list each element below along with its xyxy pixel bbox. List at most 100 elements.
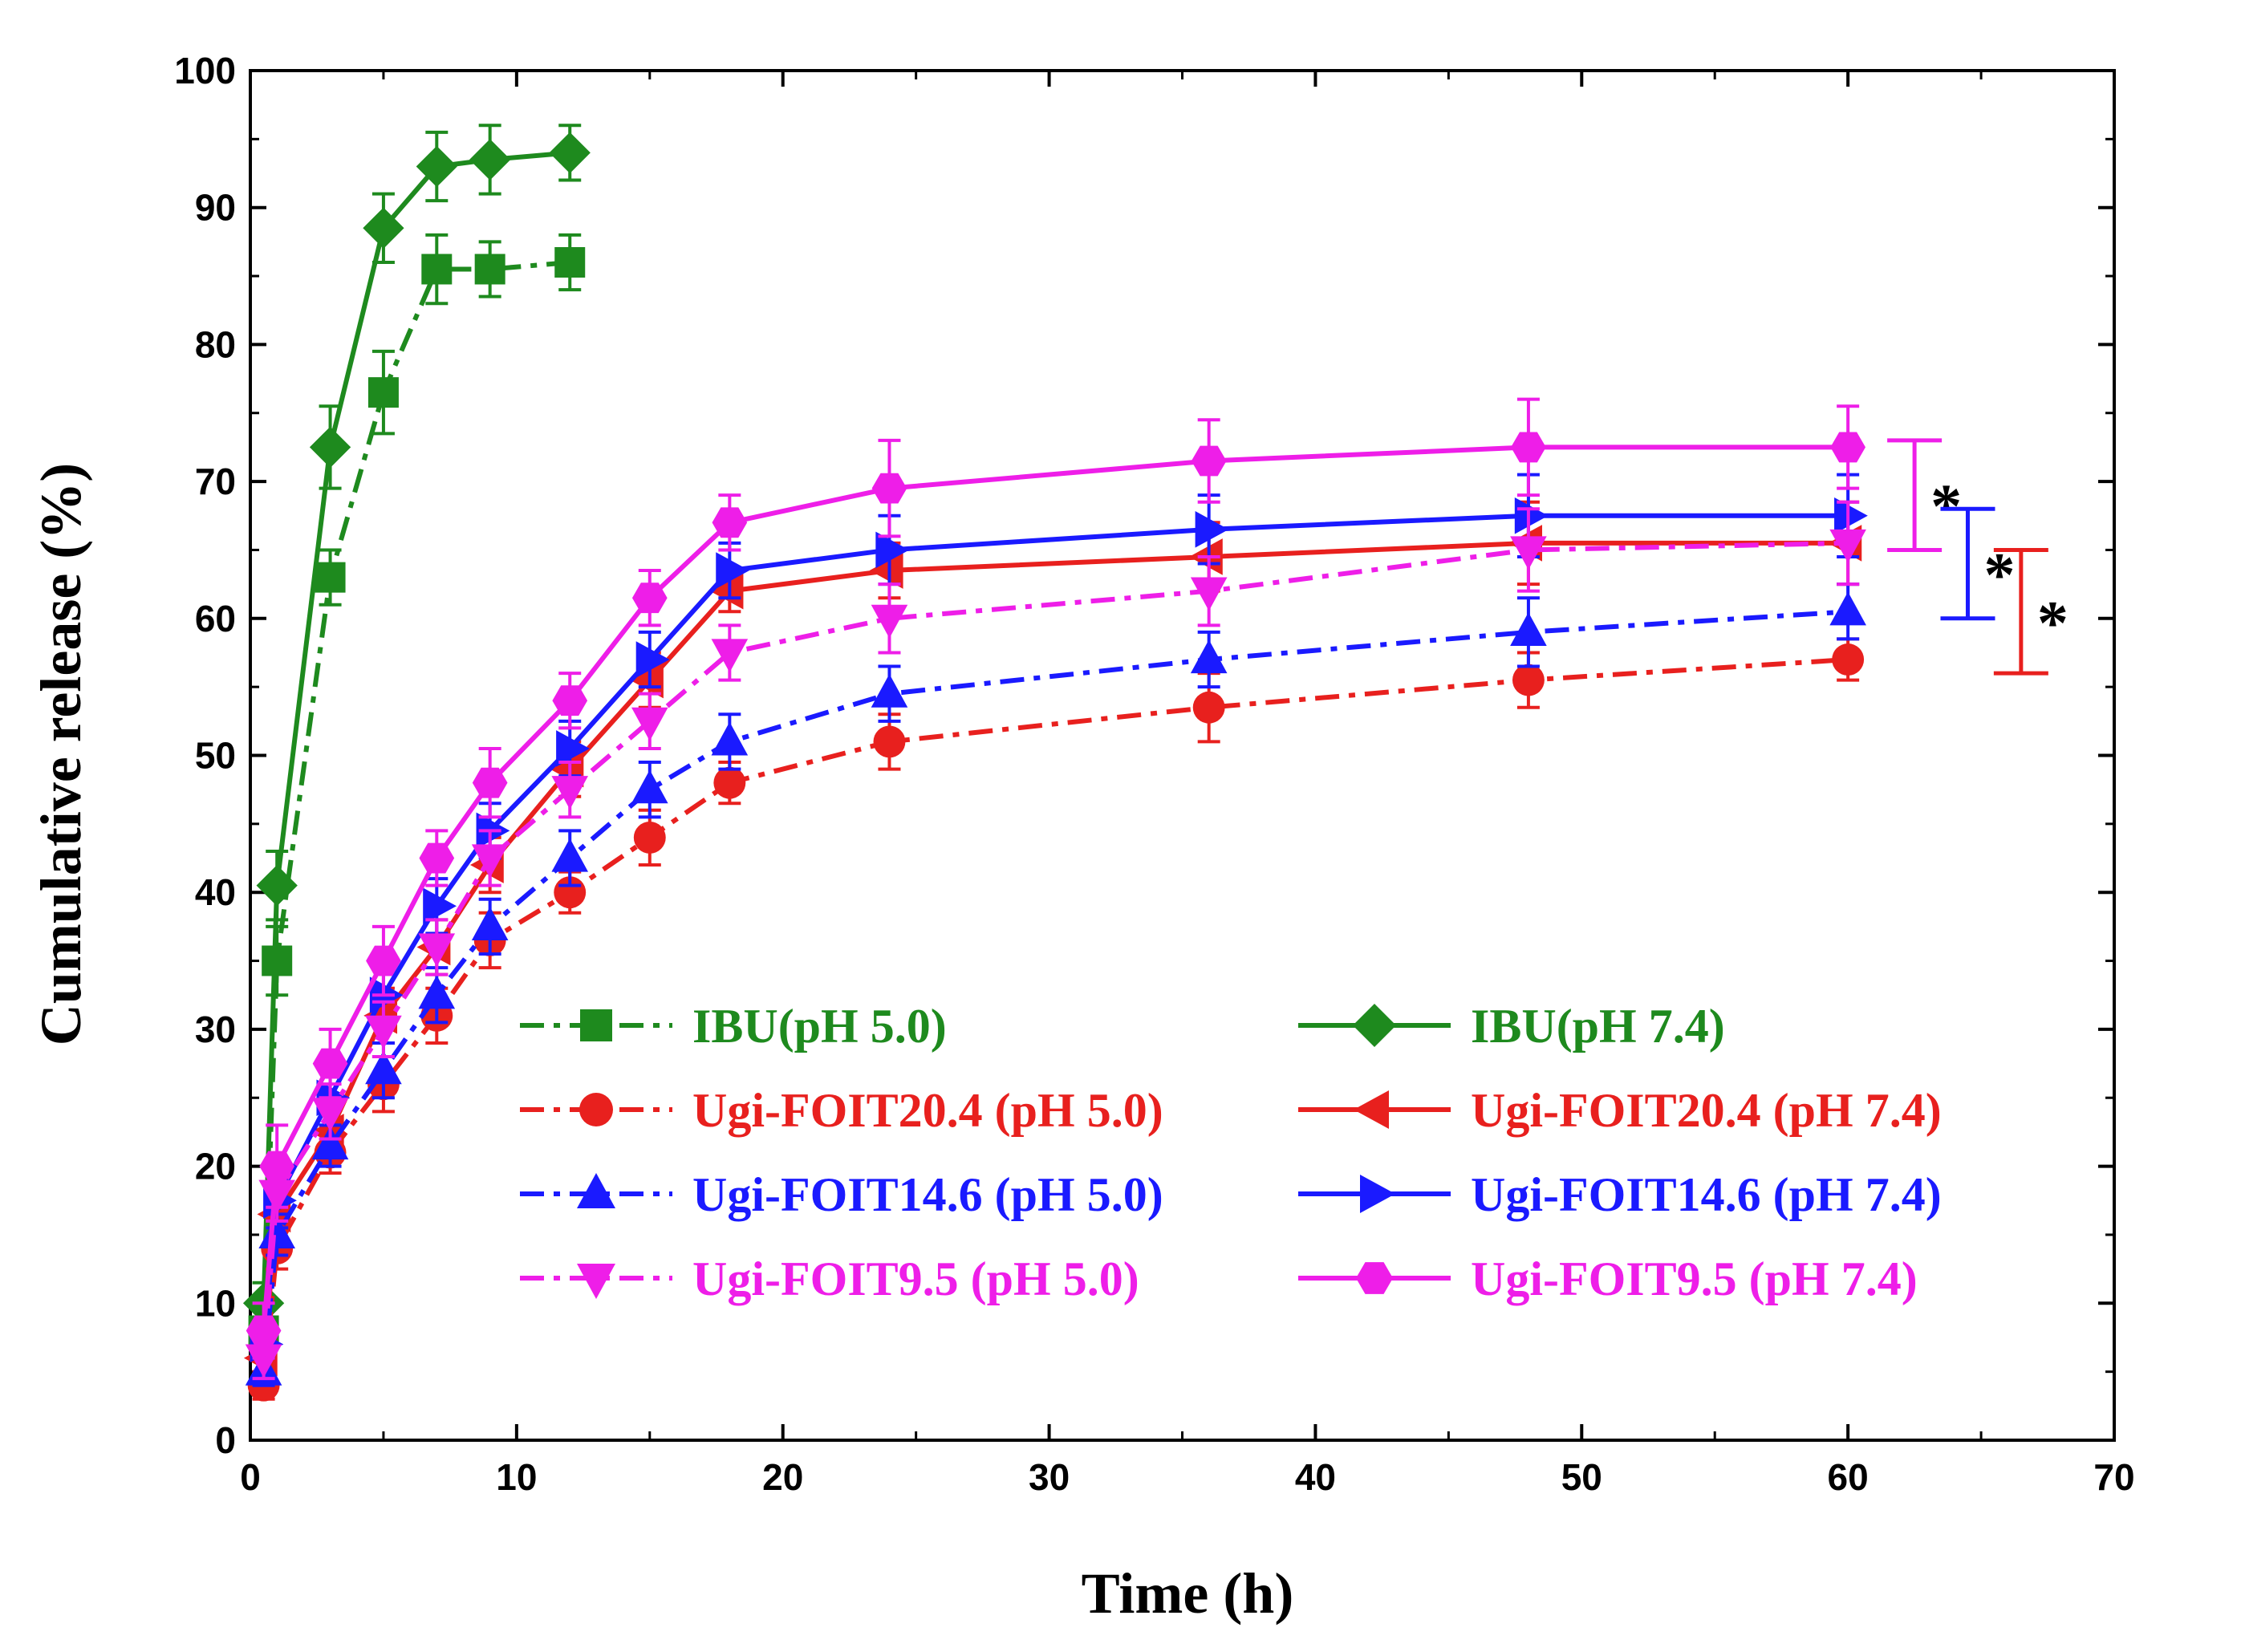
legend-swatch-marker (577, 1264, 615, 1299)
legend-item-6: Ugi-FOIT9.5 (pH 5.0) (520, 1252, 1139, 1305)
data-point (1195, 511, 1229, 548)
y-tick-label: 100 (174, 50, 236, 91)
data-point (551, 838, 589, 872)
series-1 (242, 124, 591, 1325)
legend-label: Ugi-FOIT20.4 (pH 7.4) (1471, 1084, 1942, 1137)
y-tick-label: 30 (195, 1009, 236, 1050)
data-point (419, 842, 455, 874)
legend-item-5: Ugi-FOIT14.6 (pH 7.4) (1298, 1168, 1942, 1221)
legend-swatch-marker (1354, 1090, 1389, 1129)
legend-item-1: IBU(pH 7.4) (1298, 1000, 1725, 1053)
legend-swatch-marker (577, 1173, 615, 1208)
legend-label: Ugi-FOIT14.6 (pH 5.0) (692, 1168, 1163, 1221)
data-point (418, 933, 456, 968)
x-tick-label: 40 (1295, 1456, 1336, 1498)
legend-item-7: Ugi-FOIT9.5 (pH 7.4) (1298, 1252, 1918, 1305)
data-point (1834, 497, 1868, 534)
series-7 (246, 397, 1865, 1360)
data-point (556, 730, 590, 767)
data-point (315, 562, 346, 593)
series-layer (242, 124, 1868, 1402)
data-point (551, 776, 589, 810)
data-point (471, 844, 509, 879)
legend-item-0: IBU(pH 5.0) (520, 1000, 947, 1053)
data-point (1510, 612, 1547, 646)
data-point (711, 639, 749, 673)
data-point (367, 377, 399, 408)
significance-star: * (2037, 587, 2068, 657)
data-point (312, 1048, 348, 1079)
series-6 (245, 500, 1866, 1381)
x-axis-title: Time (h) (1082, 1561, 1294, 1626)
y-tick-label: 80 (195, 323, 236, 365)
data-point (713, 766, 746, 799)
data-point (471, 907, 509, 940)
legend-label: IBU(pH 5.0) (692, 1000, 947, 1053)
data-point (1832, 643, 1865, 676)
y-tick-label: 90 (195, 187, 236, 229)
data-point (246, 1315, 282, 1346)
data-point (635, 641, 670, 678)
data-point (258, 1215, 295, 1249)
data-point (871, 604, 908, 639)
significance-bracket-0: * (1887, 438, 1962, 552)
legend-label: Ugi-FOIT9.5 (pH 5.0) (692, 1252, 1139, 1305)
data-point (1830, 432, 1865, 463)
data-point (1829, 591, 1866, 626)
legend-swatch-marker (1360, 1175, 1395, 1213)
legend-label: Ugi-FOIT14.6 (pH 7.4) (1471, 1168, 1942, 1221)
data-point (631, 582, 668, 614)
legend-label: Ugi-FOIT9.5 (pH 7.4) (1471, 1252, 1918, 1305)
legend-label: IBU(pH 7.4) (1471, 1000, 1725, 1053)
x-tick-label: 50 (1561, 1456, 1602, 1498)
axes-layer: 0 10 20 30 40 50 60 70 0 10 20 30 40 50 60 70 80 90 100 (174, 50, 2134, 1498)
y-tick-label: 0 (215, 1419, 236, 1461)
data-point (474, 254, 505, 285)
data-point (363, 207, 404, 249)
data-point (1512, 664, 1545, 696)
data-point (311, 1098, 349, 1132)
significance-star: * (1930, 471, 1962, 541)
x-tick-label: 0 (240, 1456, 261, 1498)
data-point (1190, 577, 1228, 611)
legend-swatch-marker (579, 1093, 613, 1126)
legend-label: Ugi-FOIT20.4 (pH 5.0) (692, 1084, 1163, 1137)
data-point (256, 865, 298, 907)
data-point (554, 246, 586, 278)
data-point (365, 1015, 402, 1049)
data-point (871, 473, 907, 504)
plot-frame (249, 69, 2116, 1442)
data-point (869, 552, 903, 589)
significance-layer: *** (1887, 438, 2068, 676)
data-point (716, 552, 750, 589)
y-tick-label: 10 (195, 1282, 236, 1324)
y-tick-label: 50 (195, 735, 236, 777)
data-point (245, 1344, 282, 1378)
data-point (469, 139, 511, 181)
data-point (711, 721, 749, 756)
data-point (259, 1151, 295, 1182)
data-point (875, 531, 910, 569)
data-point (633, 821, 666, 854)
y-tick-label: 70 (195, 461, 236, 502)
legend-swatch-marker (1353, 1004, 1396, 1047)
legend: IBU(pH 5.0) IBU(pH 7.4) Ugi-FOIT20.4 (pH 5… (520, 1000, 1942, 1305)
x-tick-label: 20 (762, 1456, 803, 1498)
data-point (871, 673, 908, 708)
data-point (709, 572, 744, 610)
data-point (549, 132, 591, 174)
data-point (1510, 536, 1547, 570)
data-point (423, 887, 457, 925)
y-axis-title: Cumulative release (%) (29, 463, 93, 1046)
data-point (712, 507, 748, 538)
data-point (418, 975, 456, 1009)
legend-swatch-marker (1356, 1262, 1393, 1294)
data-point (309, 426, 351, 469)
data-point (311, 1126, 349, 1160)
data-point (1191, 445, 1227, 477)
data-point (1190, 639, 1228, 674)
x-tick-label: 10 (496, 1456, 537, 1498)
data-point (416, 145, 457, 188)
legend-item-4: Ugi-FOIT14.6 (pH 5.0) (520, 1168, 1163, 1221)
